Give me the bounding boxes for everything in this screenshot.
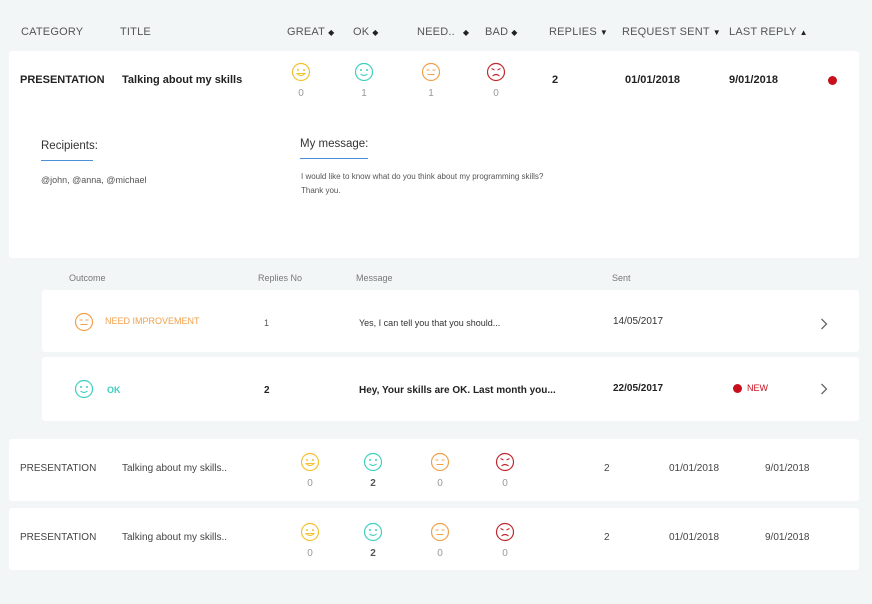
sort-icon: ◆	[372, 28, 379, 37]
header-great-label: GREAT	[287, 26, 326, 38]
header-request-sent[interactable]: REQUEST SENT ▼	[622, 26, 721, 38]
new-indicator-dot	[828, 76, 837, 85]
header-replies-label: REPLIES	[549, 26, 597, 38]
bad-face-icon	[495, 522, 515, 542]
ok-count: 1	[361, 88, 367, 99]
recipients-underline	[41, 160, 93, 161]
bad-face-icon	[486, 62, 506, 82]
need-count: 0	[437, 478, 443, 489]
need-face-icon	[421, 62, 441, 82]
ok-face-icon	[363, 522, 383, 542]
outcome-label: OK	[107, 385, 121, 395]
header-request-sent-label: REQUEST SENT	[622, 26, 710, 38]
bad-count: 0	[493, 88, 499, 99]
replies-no-cell: 2	[264, 385, 270, 396]
request-sent-cell: 01/01/2018	[669, 463, 720, 474]
message-preview: Hey, Your skills are OK. Last month you.…	[359, 385, 556, 396]
sort-up-icon: ▲	[799, 28, 808, 37]
recipients-list: @john, @anna, @michael	[41, 175, 147, 185]
header-title[interactable]: TITLE	[120, 26, 151, 38]
replies-cell: 2	[604, 463, 610, 474]
recipients-label: Recipients:	[41, 140, 98, 152]
header-ok-label: OK	[353, 26, 370, 38]
need-face-icon	[430, 452, 450, 472]
message-preview: Yes, I can tell you that you should...	[359, 318, 501, 328]
message-underline	[300, 158, 368, 159]
subheader-message: Message	[356, 273, 393, 283]
great-count: 0	[298, 88, 304, 99]
subheader-replies-no: Replies No	[258, 273, 303, 283]
request-row[interactable]: PRESENTATION Talking about my skills.. 0…	[9, 439, 859, 501]
message-line: Thank you.	[301, 186, 341, 195]
bad-count: 0	[502, 478, 508, 489]
sort-icon: ◆	[328, 28, 335, 37]
category-cell: PRESENTATION	[20, 74, 105, 86]
title-cell: Talking about my skills	[122, 74, 243, 86]
message-line: I would like to know what do you think a…	[301, 172, 544, 181]
ok-count: 2	[370, 548, 376, 559]
sent-date: 22/05/2017	[613, 383, 664, 394]
chevron-right-icon[interactable]	[817, 382, 831, 396]
expanded-request-card[interactable]: PRESENTATION Talking about my skills 0 1…	[9, 51, 859, 258]
header-title-label: TITLE	[120, 26, 151, 38]
sent-date: 14/05/2017	[613, 316, 664, 327]
header-need[interactable]: NEED.. ◆	[417, 26, 469, 38]
bad-face-icon	[495, 452, 515, 472]
great-count: 0	[307, 478, 313, 489]
need-count: 1	[428, 88, 434, 99]
category-cell: PRESENTATION	[20, 463, 97, 474]
replies-cell: 2	[552, 74, 559, 86]
subheader-sent: Sent	[612, 273, 631, 283]
bad-count: 0	[502, 548, 508, 559]
new-badge-label: NEW	[747, 383, 768, 393]
sort-icon: ◆	[511, 28, 518, 37]
header-bad-label: BAD	[485, 26, 509, 38]
response-row[interactable]: NEED IMPROVEMENT 1 Yes, I can tell you t…	[42, 290, 859, 352]
header-bad[interactable]: BAD ◆	[485, 26, 518, 38]
outcome-label: NEED IMPROVEMENT	[105, 316, 200, 326]
header-need-label: NEED..	[417, 26, 455, 38]
need-count: 0	[437, 548, 443, 559]
new-badge-dot	[733, 384, 742, 393]
last-reply-cell: 9/01/2018	[765, 532, 810, 543]
need-face-icon	[430, 522, 450, 542]
subheader-outcome: Outcome	[69, 273, 106, 283]
header-last-reply[interactable]: LAST REPLY ▲	[729, 26, 808, 38]
request-sent-cell: 01/01/2018	[625, 74, 681, 86]
chevron-right-icon[interactable]	[817, 317, 831, 331]
header-great[interactable]: GREAT ◆	[287, 26, 334, 38]
category-cell: PRESENTATION	[20, 532, 97, 543]
ok-face-icon	[354, 62, 374, 82]
ok-face-icon	[363, 452, 383, 472]
header-last-reply-label: LAST REPLY	[729, 26, 797, 38]
replies-cell: 2	[604, 532, 610, 543]
ok-count: 2	[370, 478, 376, 489]
header-category[interactable]: CATEGORY	[21, 26, 83, 38]
need-improvement-face-icon	[74, 312, 94, 332]
header-category-label: CATEGORY	[21, 26, 84, 38]
title-cell: Talking about my skills..	[122, 532, 228, 543]
request-row[interactable]: PRESENTATION Talking about my skills.. 0…	[9, 508, 859, 570]
sort-icon: ◆	[462, 28, 470, 37]
message-label: My message:	[300, 138, 369, 150]
great-face-icon	[300, 452, 320, 472]
last-reply-cell: 9/01/2018	[729, 74, 778, 86]
great-count: 0	[307, 548, 313, 559]
header-replies[interactable]: REPLIES ▼	[549, 26, 608, 38]
great-face-icon	[291, 62, 311, 82]
last-reply-cell: 9/01/2018	[765, 463, 810, 474]
response-row[interactable]: OK 2 Hey, Your skills are OK. Last month…	[42, 357, 859, 421]
ok-face-icon	[74, 379, 94, 399]
sort-down-icon: ▼	[599, 28, 608, 37]
request-sent-cell: 01/01/2018	[669, 532, 720, 543]
title-cell: Talking about my skills..	[122, 463, 228, 474]
header-ok[interactable]: OK ◆	[353, 26, 379, 38]
great-face-icon	[300, 522, 320, 542]
sort-down-icon: ▼	[712, 28, 721, 37]
replies-no-cell: 1	[264, 318, 270, 328]
